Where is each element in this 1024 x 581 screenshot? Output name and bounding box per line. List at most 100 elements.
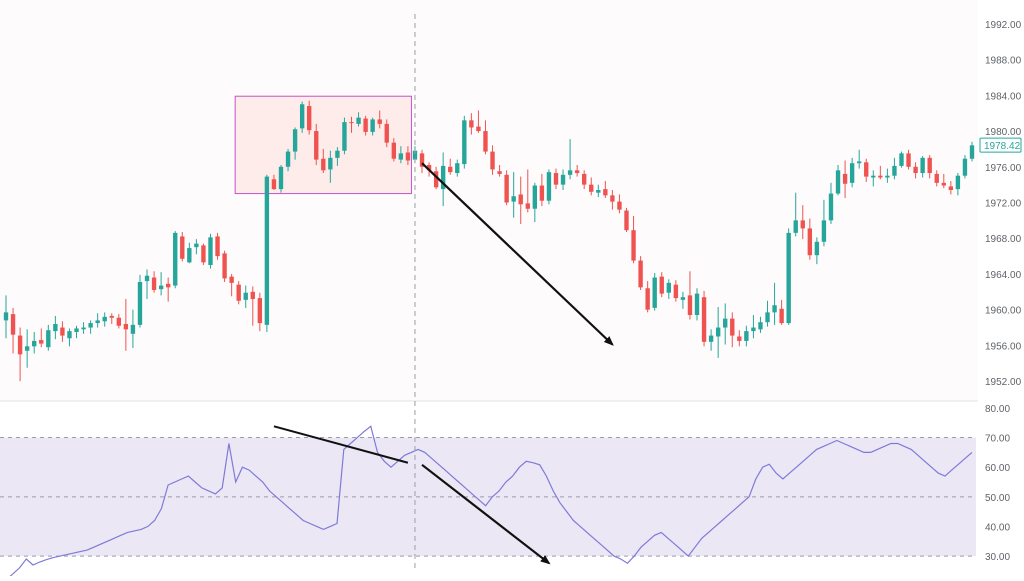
candle [440, 152, 446, 207]
candle [906, 149, 911, 170]
candle [342, 117, 347, 155]
candle [758, 316, 763, 333]
candle [800, 205, 805, 240]
candle-body [165, 283, 171, 288]
candle [603, 181, 608, 199]
candle-body [130, 324, 136, 334]
last-price-label: 1978.42 [984, 141, 1021, 152]
candle-body [765, 312, 770, 323]
price-tick-label: 1992.00 [985, 20, 1022, 31]
candle-body [307, 106, 312, 131]
candle-body [962, 158, 968, 176]
candle-body [906, 153, 911, 167]
candle [321, 148, 326, 174]
candle-body [934, 173, 939, 183]
candle [187, 242, 192, 264]
candle-body [328, 157, 333, 170]
price-tick-label: 1968.00 [985, 234, 1022, 245]
candle [109, 313, 114, 324]
candle-body [391, 142, 396, 159]
candle [384, 119, 389, 148]
candle-body [335, 150, 340, 158]
candle-body [814, 241, 820, 256]
candle [271, 174, 277, 190]
candle [490, 145, 495, 175]
candle [842, 160, 848, 199]
candle-body [638, 260, 643, 288]
candle [920, 156, 925, 178]
candle [314, 123, 319, 165]
candle [828, 182, 834, 224]
candle [666, 279, 671, 299]
candle-body [737, 336, 742, 341]
price-tick-label: 1984.00 [985, 91, 1022, 102]
candle-body [969, 145, 975, 159]
candle-body [3, 312, 9, 321]
candle-body [744, 331, 749, 341]
candle [335, 147, 340, 166]
candle [476, 110, 481, 133]
candle [158, 272, 164, 296]
candle [130, 309, 136, 349]
candle-body [490, 151, 495, 170]
candle [285, 148, 291, 172]
price-tick-label: 1964.00 [985, 270, 1022, 281]
candle-body [180, 236, 185, 259]
candle-body [271, 179, 277, 190]
candle-body [462, 120, 467, 165]
candle [370, 117, 375, 136]
candle-body [708, 335, 714, 342]
candle-body [589, 184, 594, 192]
candle-body [574, 170, 580, 174]
candle-body [356, 117, 361, 124]
candle [617, 194, 622, 214]
candle [405, 146, 411, 165]
candle-body [596, 189, 601, 193]
candle [102, 312, 107, 327]
candle [60, 321, 65, 342]
candle-body [39, 340, 44, 344]
price-tick-label: 1972.00 [985, 199, 1022, 210]
candle-body [88, 323, 93, 328]
candle [299, 101, 305, 133]
candle-body [666, 282, 671, 293]
candle [553, 168, 559, 190]
candle [807, 218, 813, 260]
candle [772, 282, 777, 325]
candle [144, 269, 150, 299]
candle-body [687, 295, 693, 316]
candle-body [250, 291, 255, 299]
candle-body [948, 186, 954, 190]
candle [546, 169, 552, 205]
candle-body [419, 153, 425, 167]
candle-body [173, 232, 178, 286]
candle-body [511, 196, 516, 202]
candle [652, 273, 657, 311]
candle-body [518, 194, 523, 205]
candle [631, 215, 636, 264]
candle [511, 172, 516, 218]
candle-body [448, 166, 453, 173]
candle-body [758, 322, 763, 330]
candle [165, 277, 171, 302]
candle-body [772, 305, 777, 313]
candle [504, 170, 509, 206]
candle [123, 298, 129, 351]
candle [67, 328, 72, 347]
candle-body [455, 163, 460, 174]
candle-body [504, 174, 509, 203]
candle-body [469, 120, 474, 128]
candle [180, 231, 185, 262]
candle [610, 189, 615, 210]
candle-body [624, 210, 629, 231]
candle-body [532, 185, 538, 209]
candle [532, 182, 538, 223]
candle-body [257, 298, 263, 324]
candle [927, 155, 932, 179]
candle-body [546, 172, 552, 201]
candle [17, 327, 23, 382]
candle [701, 290, 707, 347]
candle-body [32, 340, 37, 347]
candle-body [398, 153, 404, 160]
